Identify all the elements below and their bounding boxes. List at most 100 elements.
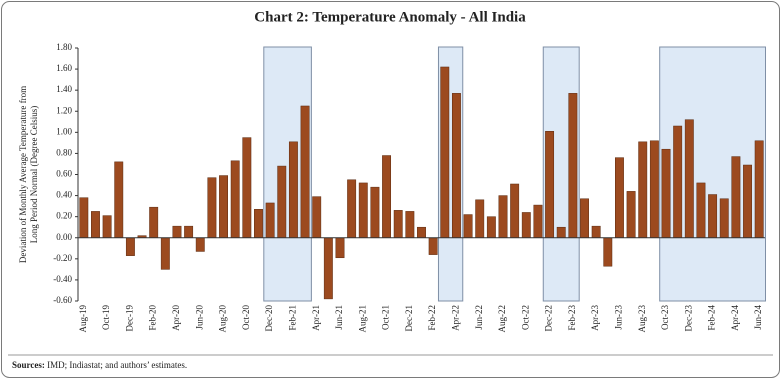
y-tick-label: 0.00 — [56, 232, 72, 242]
x-tick-label: Jun-21 — [334, 305, 344, 330]
bar — [323, 237, 333, 300]
y-tick-label: 1.00 — [56, 126, 72, 136]
bar — [405, 211, 415, 238]
x-tick-label: Apr-23 — [590, 305, 600, 331]
source-label: Sources: — [12, 360, 45, 370]
bar — [673, 125, 683, 238]
bar — [463, 214, 473, 238]
bar — [382, 155, 392, 238]
chart-title: Chart 2: Temperature Anomaly - All India — [254, 9, 526, 25]
y-tick-label: 0.60 — [56, 169, 72, 179]
x-tick-label: Dec-22 — [544, 305, 554, 332]
y-axis-label: Long Period Normal (Degree Celsius) — [29, 106, 39, 243]
bar — [498, 195, 508, 238]
bar — [79, 197, 89, 238]
bar — [195, 237, 205, 252]
y-tick-label: -0.20 — [53, 253, 72, 263]
bar — [719, 198, 729, 238]
bar — [370, 186, 380, 238]
bar — [91, 211, 100, 238]
bar — [428, 237, 438, 255]
bar — [149, 206, 159, 239]
x-tick-label: Jun-24 — [753, 305, 763, 330]
bar — [347, 179, 357, 238]
bar — [335, 237, 345, 259]
bar — [207, 177, 217, 239]
x-tick-label: Aug-23 — [637, 305, 647, 333]
bar — [219, 175, 228, 239]
bar — [638, 141, 648, 238]
bar — [102, 215, 112, 239]
y-tick-label: 0.80 — [56, 147, 72, 157]
x-tick-label: Feb-24 — [707, 305, 717, 331]
x-tick-label: Apr-22 — [450, 305, 460, 331]
bar — [288, 141, 298, 238]
bar — [393, 210, 403, 238]
y-tick-label: 1.20 — [56, 105, 72, 115]
x-tick-label: Feb-20 — [148, 305, 158, 331]
y-tick-label: -0.40 — [53, 274, 72, 284]
bar — [580, 198, 589, 238]
y-tick-label: 0.20 — [56, 211, 72, 221]
x-tick-label: Aug-20 — [218, 305, 228, 333]
bar — [172, 225, 182, 238]
bar — [277, 165, 287, 238]
x-tick-label: Oct-23 — [660, 305, 670, 330]
x-tick-label: Oct-21 — [381, 305, 391, 330]
y-tick-label: 1.60 — [56, 63, 72, 73]
y-axis-label: Deviation of Monthly Average Temperature… — [18, 86, 28, 263]
bar — [533, 204, 543, 238]
bar — [358, 182, 368, 238]
x-tick-label: Aug-21 — [357, 305, 367, 333]
bar — [696, 182, 706, 238]
bar — [521, 212, 531, 238]
bar — [417, 226, 426, 238]
x-tick-label: Aug-19 — [78, 305, 88, 333]
x-tick-label: Aug-22 — [497, 305, 507, 333]
bar — [626, 191, 636, 239]
bar — [254, 209, 263, 239]
x-tick-label: Dec-21 — [404, 305, 414, 332]
bar — [440, 66, 450, 238]
bar — [568, 93, 578, 239]
bar — [603, 237, 613, 267]
bar — [754, 140, 764, 238]
x-tick-label: Oct-22 — [520, 305, 530, 330]
y-tick-label: 1.40 — [56, 84, 72, 94]
x-tick-label: Apr-20 — [171, 305, 181, 331]
x-tick-label: Feb-21 — [287, 305, 297, 331]
x-tick-label: Apr-24 — [730, 305, 740, 331]
x-tick-label: Dec-19 — [124, 305, 134, 332]
bar — [661, 148, 671, 238]
bar — [242, 137, 252, 239]
bar — [615, 157, 624, 238]
bar — [125, 237, 135, 256]
y-tick-label: -0.60 — [53, 295, 72, 305]
bar — [312, 196, 322, 238]
bar — [731, 156, 741, 238]
bar — [300, 105, 310, 238]
y-tick-label: 1.80 — [56, 42, 72, 52]
bar — [649, 140, 659, 238]
bar — [591, 225, 601, 238]
x-tick-label: Oct-19 — [101, 305, 111, 330]
bar — [486, 216, 496, 239]
x-tick-label: Jun-23 — [614, 305, 624, 330]
bar — [184, 225, 194, 238]
source-note: Sources: IMD; Indiastat; and authors’ es… — [12, 360, 187, 370]
x-tick-label: Dec-20 — [264, 305, 274, 332]
bar — [114, 161, 124, 239]
bar — [451, 93, 461, 239]
bar — [684, 119, 694, 238]
x-tick-label: Feb-23 — [567, 305, 577, 331]
x-tick-label: Oct-20 — [241, 305, 251, 330]
bar — [545, 131, 555, 238]
x-tick-label: Feb-22 — [427, 305, 437, 331]
bar — [743, 164, 752, 238]
bar — [265, 202, 275, 238]
bar — [708, 194, 718, 238]
source-text: IMD; Indiastat; and authors’ estimates. — [47, 360, 187, 370]
bar — [556, 226, 566, 238]
bar — [230, 160, 240, 239]
